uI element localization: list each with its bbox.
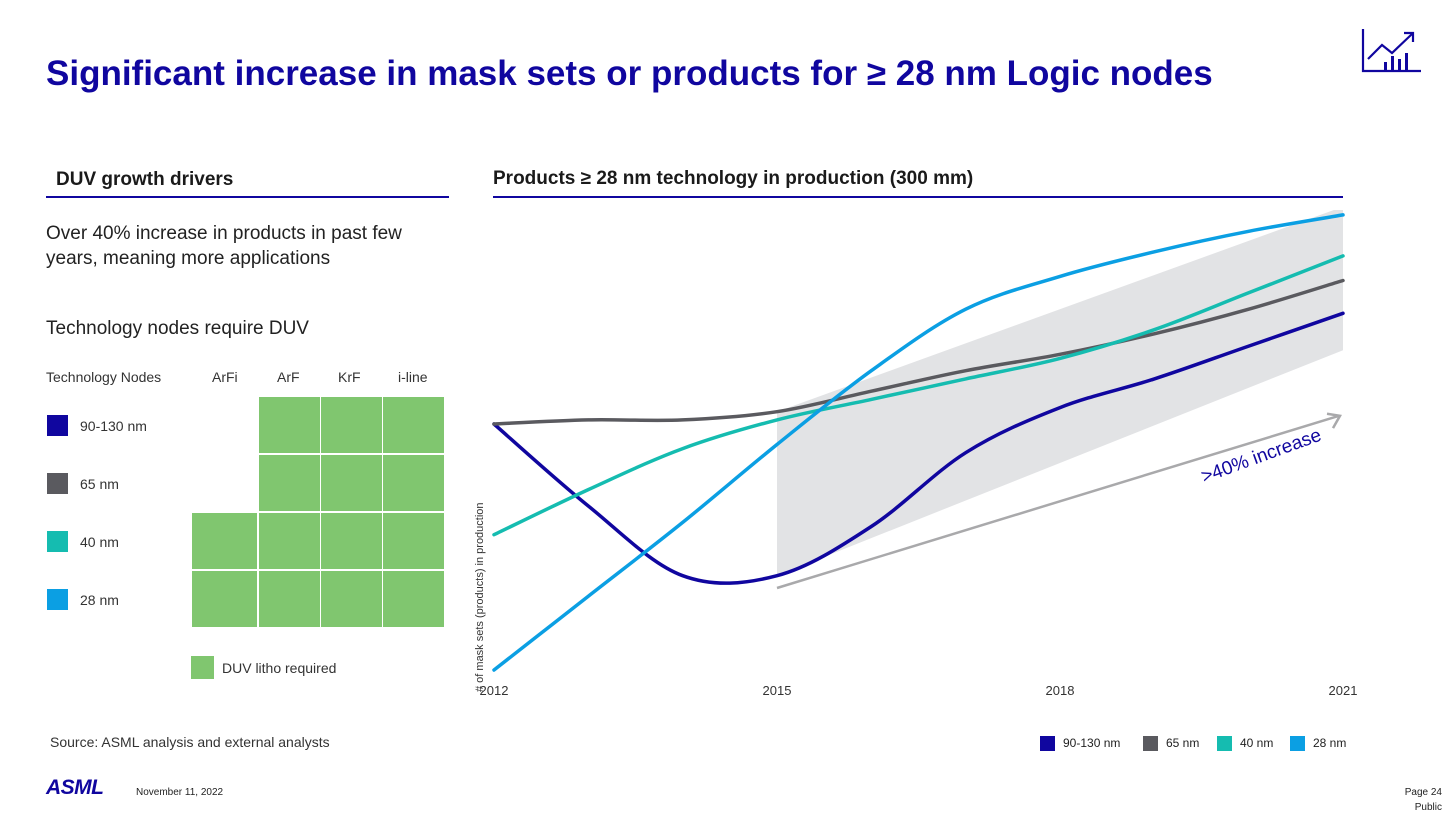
chart-title: Products ≥ 28 nm technology in productio… [493, 168, 974, 189]
node-swatch-40 [47, 531, 68, 552]
duv-cell [321, 513, 382, 569]
node-label-90-130: 90-130 nm [80, 418, 147, 434]
x-tick-label: 2018 [1046, 683, 1075, 698]
x-tick-label: 2021 [1329, 683, 1358, 698]
duv-cell [259, 397, 320, 453]
duv-legend-swatch [191, 656, 214, 679]
growth-highlight-band [777, 210, 1343, 576]
legend-item-65: 65 nm [1143, 736, 1200, 752]
node-swatch-65 [47, 473, 68, 494]
series-line-2 [492, 254, 1345, 537]
duv-cell [321, 397, 382, 453]
section-heading-duv: DUV growth drivers [56, 169, 234, 190]
growth-annotation: >40% increase [1199, 425, 1325, 488]
line-chart: >40% increase 2012 2015 2018 2021 # of mask s… [474, 210, 1358, 698]
footer-classification: Public [1414, 802, 1442, 813]
duv-cell [259, 455, 320, 511]
duv-cell [383, 397, 444, 453]
legend-swatch [1217, 736, 1232, 752]
growth-arrow [776, 414, 1340, 590]
duv-legend-label: DUV litho required [222, 660, 337, 676]
legend-label: 90-130 nm [1063, 736, 1121, 750]
heading-rule-left [46, 196, 449, 198]
duv-cell [259, 513, 320, 569]
legend-label: 65 nm [1166, 736, 1200, 750]
x-tick-label: 2012 [480, 683, 509, 698]
node-label-65: 65 nm [80, 476, 119, 492]
duv-cell [192, 513, 257, 569]
series-line-0 [492, 311, 1345, 585]
legend-item-40: 40 nm [1217, 736, 1274, 752]
legend-label: 28 nm [1313, 736, 1347, 750]
growth-chart-icon [1361, 29, 1421, 73]
duv-text: Technology nodes require DUV [46, 318, 309, 339]
duv-cell [383, 513, 444, 569]
duv-cell [321, 571, 382, 627]
legend-swatch [1143, 736, 1158, 752]
node-swatch-28 [47, 589, 68, 610]
y-axis-label: # of mask sets (products) in production [474, 502, 486, 692]
duv-cell [383, 455, 444, 511]
heading-rule-right [493, 196, 1343, 198]
node-label-40: 40 nm [80, 534, 119, 550]
duv-cell [321, 455, 382, 511]
node-label-28: 28 nm [80, 592, 119, 608]
col-head-arfi: ArFi [212, 369, 238, 385]
legend-swatch [1040, 736, 1055, 752]
legend-swatch [1290, 736, 1305, 752]
growth-arrowhead [1326, 412, 1342, 429]
series-line-1 [492, 278, 1345, 426]
source-note: Source: ASML analysis and external analy… [50, 734, 330, 750]
growth-text: Over 40% increase in products in past fe… [46, 223, 402, 269]
legend-label: 40 nm [1240, 736, 1274, 750]
footer-date: November 11, 2022 [136, 787, 224, 798]
legend-item-90-130: 90-130 nm [1040, 736, 1121, 752]
legend-item-28: 28 nm [1290, 736, 1347, 752]
duv-cell [383, 571, 444, 627]
series-line-3 [492, 213, 1345, 672]
duv-cell [259, 571, 320, 627]
duv-cell [192, 571, 257, 627]
node-swatch-90-130 [47, 415, 68, 436]
col-head-arf: ArF [277, 369, 300, 385]
footer-page-number: Page 24 [1404, 787, 1442, 798]
page-title: Significant increase in mask sets or pro… [46, 54, 1213, 93]
col-head-krf: KrF [338, 369, 361, 385]
x-tick-label: 2015 [763, 683, 792, 698]
asml-logo: ASML [46, 776, 104, 799]
table-header-nodes: Technology Nodes [46, 369, 162, 385]
col-head-iline: i-line [398, 369, 428, 385]
